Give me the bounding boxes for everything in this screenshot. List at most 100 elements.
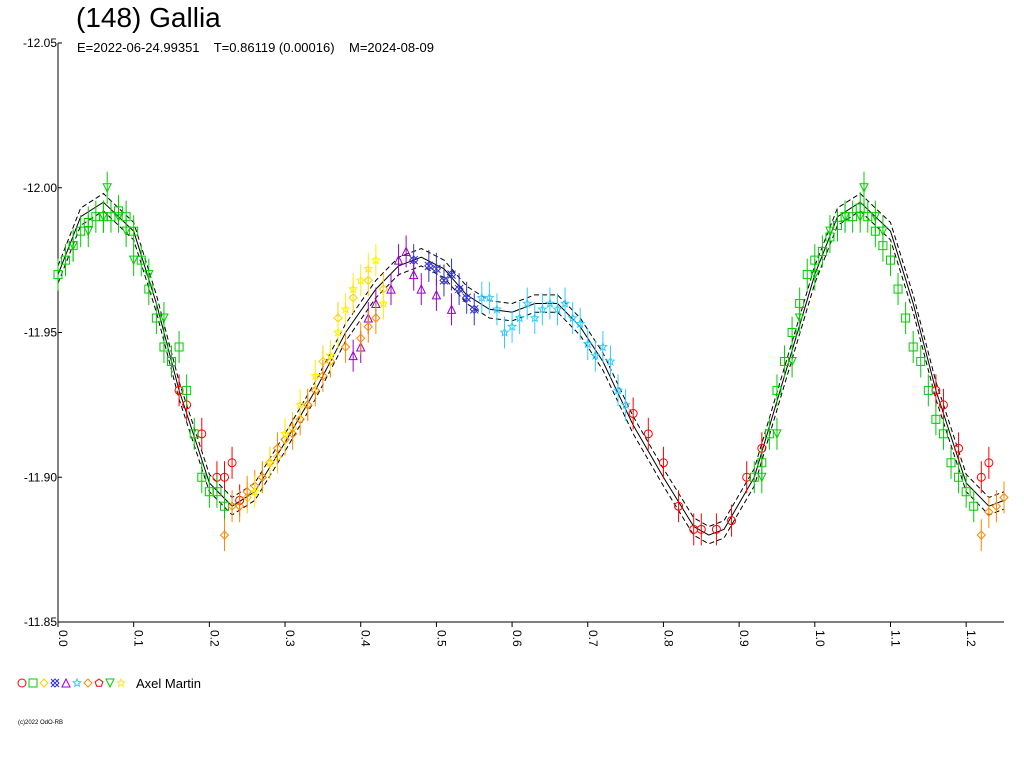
data-point xyxy=(386,283,396,294)
fit-band-lower xyxy=(57,210,1005,545)
x-tick-label: 0.2 xyxy=(207,630,221,647)
data-point xyxy=(772,429,782,439)
data-point xyxy=(727,516,737,526)
data-point xyxy=(984,458,994,468)
data-point xyxy=(840,212,850,222)
x-tick-label: 0.9 xyxy=(737,630,751,647)
data-point xyxy=(544,298,555,308)
data-point xyxy=(916,356,926,366)
data-point xyxy=(749,472,759,482)
data-point xyxy=(802,270,812,280)
x-tick-label: 0.3 xyxy=(283,630,297,647)
data-point xyxy=(938,429,948,439)
data-point xyxy=(151,313,161,323)
data-point xyxy=(378,298,389,308)
data-point xyxy=(954,443,964,453)
data-point xyxy=(780,356,790,366)
data-point xyxy=(257,472,268,482)
data-point xyxy=(855,212,866,222)
data-point xyxy=(499,327,510,337)
series-6 xyxy=(476,281,631,421)
data-point xyxy=(98,212,109,222)
data-point xyxy=(295,414,305,425)
series-7 xyxy=(219,302,1009,552)
data-point xyxy=(878,226,888,237)
data-point xyxy=(901,313,911,323)
data-point xyxy=(893,284,903,294)
data-point xyxy=(863,212,873,222)
data-point xyxy=(969,501,979,511)
data-point xyxy=(136,255,146,265)
data-point xyxy=(597,341,608,352)
data-point xyxy=(628,409,638,419)
data-point xyxy=(446,304,457,314)
data-point xyxy=(295,399,306,410)
chart-title: (148) Gallia xyxy=(76,2,221,33)
data-point xyxy=(182,385,192,395)
x-tick-label: 0.8 xyxy=(661,630,675,647)
data-point xyxy=(431,289,442,300)
data-point xyxy=(461,293,472,303)
legend-marker-star xyxy=(72,677,82,688)
x-tick-label: 0.6 xyxy=(510,630,524,647)
legend-marker-square xyxy=(28,678,38,688)
data-point xyxy=(764,429,774,439)
data-point xyxy=(522,298,533,308)
data-point xyxy=(242,487,252,497)
data-point xyxy=(340,342,351,352)
data-point xyxy=(332,327,343,337)
copyright-note: (c)2022 OdO-RB xyxy=(18,720,64,726)
data-point xyxy=(817,246,827,256)
data-point xyxy=(976,472,986,482)
data-point xyxy=(507,321,518,331)
fit-curve xyxy=(57,201,1005,536)
data-point xyxy=(76,226,86,236)
data-point xyxy=(954,472,964,482)
data-point xyxy=(416,283,427,294)
data-point xyxy=(961,487,971,497)
data-point xyxy=(833,220,843,230)
data-point xyxy=(272,443,283,454)
data-point xyxy=(757,472,767,483)
data-point xyxy=(310,370,321,381)
legend-markers xyxy=(17,677,126,689)
data-point xyxy=(859,183,869,193)
legend-marker-diamond xyxy=(39,678,49,688)
data-point xyxy=(454,284,464,294)
data-point xyxy=(560,298,571,308)
data-point xyxy=(159,342,169,352)
data-point xyxy=(174,342,184,352)
data-point xyxy=(590,350,601,360)
data-point xyxy=(794,313,805,324)
data-point xyxy=(582,338,593,349)
data-point xyxy=(363,322,373,332)
data-point xyxy=(212,487,222,497)
legend-marker-star xyxy=(116,677,126,688)
series-1 xyxy=(174,374,994,546)
data-point xyxy=(310,385,321,396)
data-point xyxy=(938,400,948,410)
data-point xyxy=(355,275,366,285)
data-point xyxy=(159,313,169,324)
data-point xyxy=(227,458,237,468)
series-2 xyxy=(53,192,979,523)
legend-marker-circle xyxy=(17,678,27,688)
data-point xyxy=(991,501,1002,511)
data-point xyxy=(227,501,237,511)
data-point xyxy=(870,212,881,222)
data-point xyxy=(923,385,933,395)
data-point xyxy=(113,212,124,222)
data-point xyxy=(976,530,987,540)
data-point xyxy=(476,292,487,303)
data-point xyxy=(439,275,449,286)
data-point xyxy=(605,356,616,366)
x-tick-label: 1.0 xyxy=(813,630,827,647)
data-point xyxy=(809,270,820,280)
chart-subtitle: E=2022-06-24.99351 T=0.86119 (0.00016) M… xyxy=(77,40,434,55)
data-point xyxy=(197,472,207,482)
data-point xyxy=(102,183,113,193)
lightcurve-chart: -12.05 -12.00 -11.95 -11.90 -11.850.0 0.1 0.2 0… xyxy=(23,36,1009,647)
data-point xyxy=(674,501,684,511)
fit-band-upper xyxy=(57,192,1005,528)
x-tick-label: 0.4 xyxy=(359,630,373,647)
